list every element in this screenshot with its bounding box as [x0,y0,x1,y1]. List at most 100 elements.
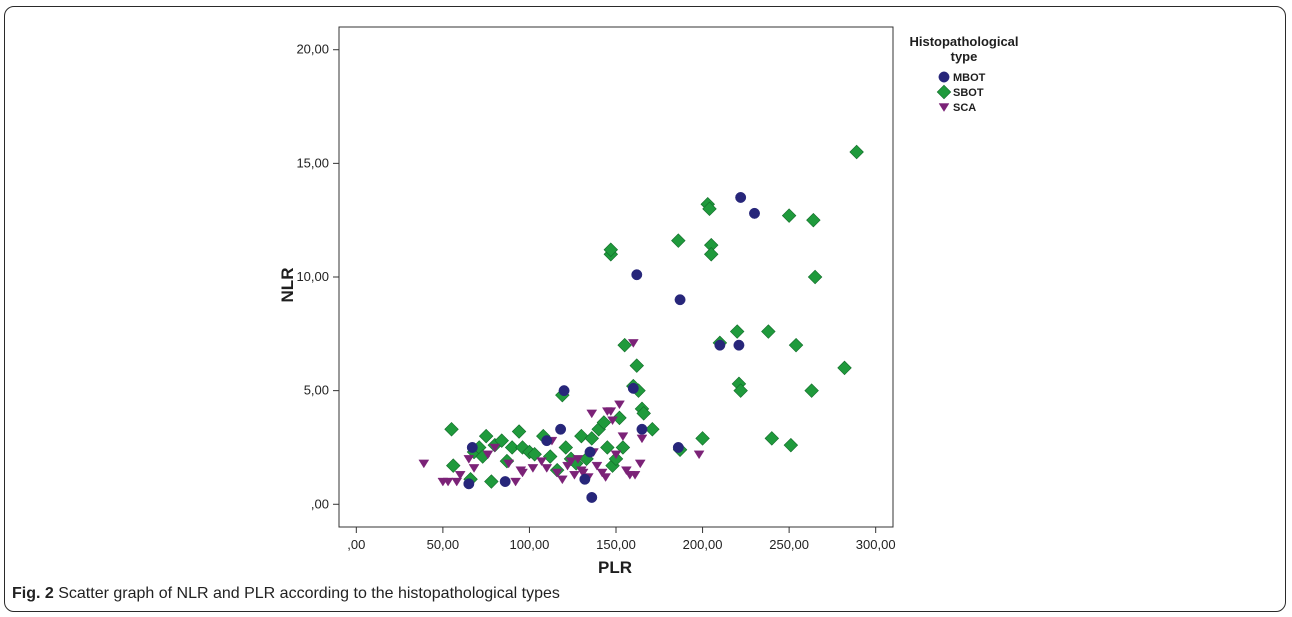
data-point-sbot [807,269,823,285]
data-point-sca [629,471,641,480]
data-point-sca [617,432,629,441]
data-point-mbot [735,192,747,203]
x-tick-label: 200,00 [683,537,723,552]
x-tick-label: 300,00 [856,537,896,552]
data-point-sbot [504,440,520,455]
data-points [418,144,864,503]
figure-frame [4,6,1286,612]
data-point-sca [591,461,603,471]
data-point-sbot [703,247,719,262]
data-point-mbot [579,473,591,485]
data-point-mbot [627,382,639,394]
data-point-sca [610,450,622,460]
data-point-sca [541,464,553,473]
data-point-sbot [761,324,776,339]
data-point-sbot [781,208,797,223]
data-point-mbot [499,476,511,487]
data-point-sca [634,459,646,469]
legend-marker-sbot [936,84,952,100]
data-point-mbot [466,442,478,453]
plot-area [338,26,894,528]
data-point-sbot [603,242,619,257]
data-point-sca [565,457,577,466]
x-tick-label: 100,00 [510,537,550,552]
data-point-sbot [600,440,615,455]
data-point-sbot [806,212,821,228]
legend-label-sbot: SBOT [953,87,984,99]
data-point-sbot [636,406,651,421]
legend-label-sca: SCA [953,102,976,114]
data-point-sca [556,475,568,485]
data-point-sbot [837,360,852,376]
data-point-mbot [674,294,686,306]
data-point-sbot [612,410,627,426]
y-tick-label: 10,00 [296,269,329,284]
data-point-mbot [631,269,643,281]
data-point-sbot [584,431,599,446]
figure-label: Fig. 2 [12,585,54,602]
figure-caption: Fig. 2 Scatter graph of NLR and PLR acco… [12,585,560,603]
data-point-sbot [494,433,509,448]
data-point-mbot [586,492,598,503]
y-axis-label: NLR [278,268,297,303]
data-point-mbot [558,385,570,397]
data-point-sca [577,468,589,478]
data-point-sbot [695,431,710,446]
data-point-sca [605,407,617,416]
data-point-sbot [511,424,527,439]
data-point-sbot [702,201,717,217]
data-point-sbot [558,440,574,455]
data-point-sca [451,477,463,487]
y-tick-label: ,00 [311,496,329,511]
data-point-sbot [446,458,461,473]
data-point-sca [627,339,639,348]
data-point-sbot [671,233,686,248]
data-point-sca [614,400,625,410]
legend-marker-sca [938,103,950,112]
data-point-sca [596,468,608,478]
data-point-sca [489,443,501,453]
data-point-sbot [804,383,819,398]
data-point-sbot [764,431,780,446]
data-point-mbot [672,442,684,453]
x-axis-label: PLR [598,558,632,577]
data-point-sca [482,450,494,460]
data-point-sca [510,477,521,487]
data-point-sca [551,468,563,478]
x-tick-label: ,00 [347,537,365,552]
x-tick-label: 50,00 [427,537,460,552]
caption-text: Scatter graph of NLR and PLR according t… [53,585,560,602]
legend-title-line-1: Histopathological [909,34,1018,49]
data-point-sbot [849,144,864,160]
y-tick-label: 5,00 [304,383,329,398]
scatter-chart: ,00 50,00 100,00 150,00 200,00 250,00 300,00 ,0… [278,26,1019,577]
data-point-sca [527,464,539,473]
data-point-sbot [617,337,632,353]
data-point-sca [503,459,515,469]
data-point-sbot [444,422,459,437]
legend: Histopathological type MBOT SBOT SCA [909,34,1018,114]
data-point-sca [607,416,618,426]
data-point-mbot [584,446,596,458]
data-point-mbot [733,339,745,351]
axes: ,00 50,00 100,00 150,00 200,00 250,00 300,00 ,0… [296,42,895,552]
data-point-sca [442,477,454,487]
x-tick-label: 250,00 [769,537,809,552]
data-point-sca [600,473,611,482]
data-point-sbot [629,358,644,373]
data-point-sbot [478,428,494,444]
data-point-sbot [645,422,660,437]
legend-label-mbot: MBOT [953,72,986,84]
data-point-sbot [596,415,612,430]
legend-marker-mbot [938,71,950,83]
data-point-sbot [729,324,745,339]
data-point-sca [572,455,584,464]
data-point-mbot [541,435,553,447]
data-point-sca [463,455,475,464]
data-point-sca [517,468,528,478]
data-point-mbot [636,423,648,435]
x-tick-label: 150,00 [596,537,636,552]
data-point-sca [621,466,632,476]
data-point-mbot [749,207,760,219]
data-point-mbot [555,423,567,435]
